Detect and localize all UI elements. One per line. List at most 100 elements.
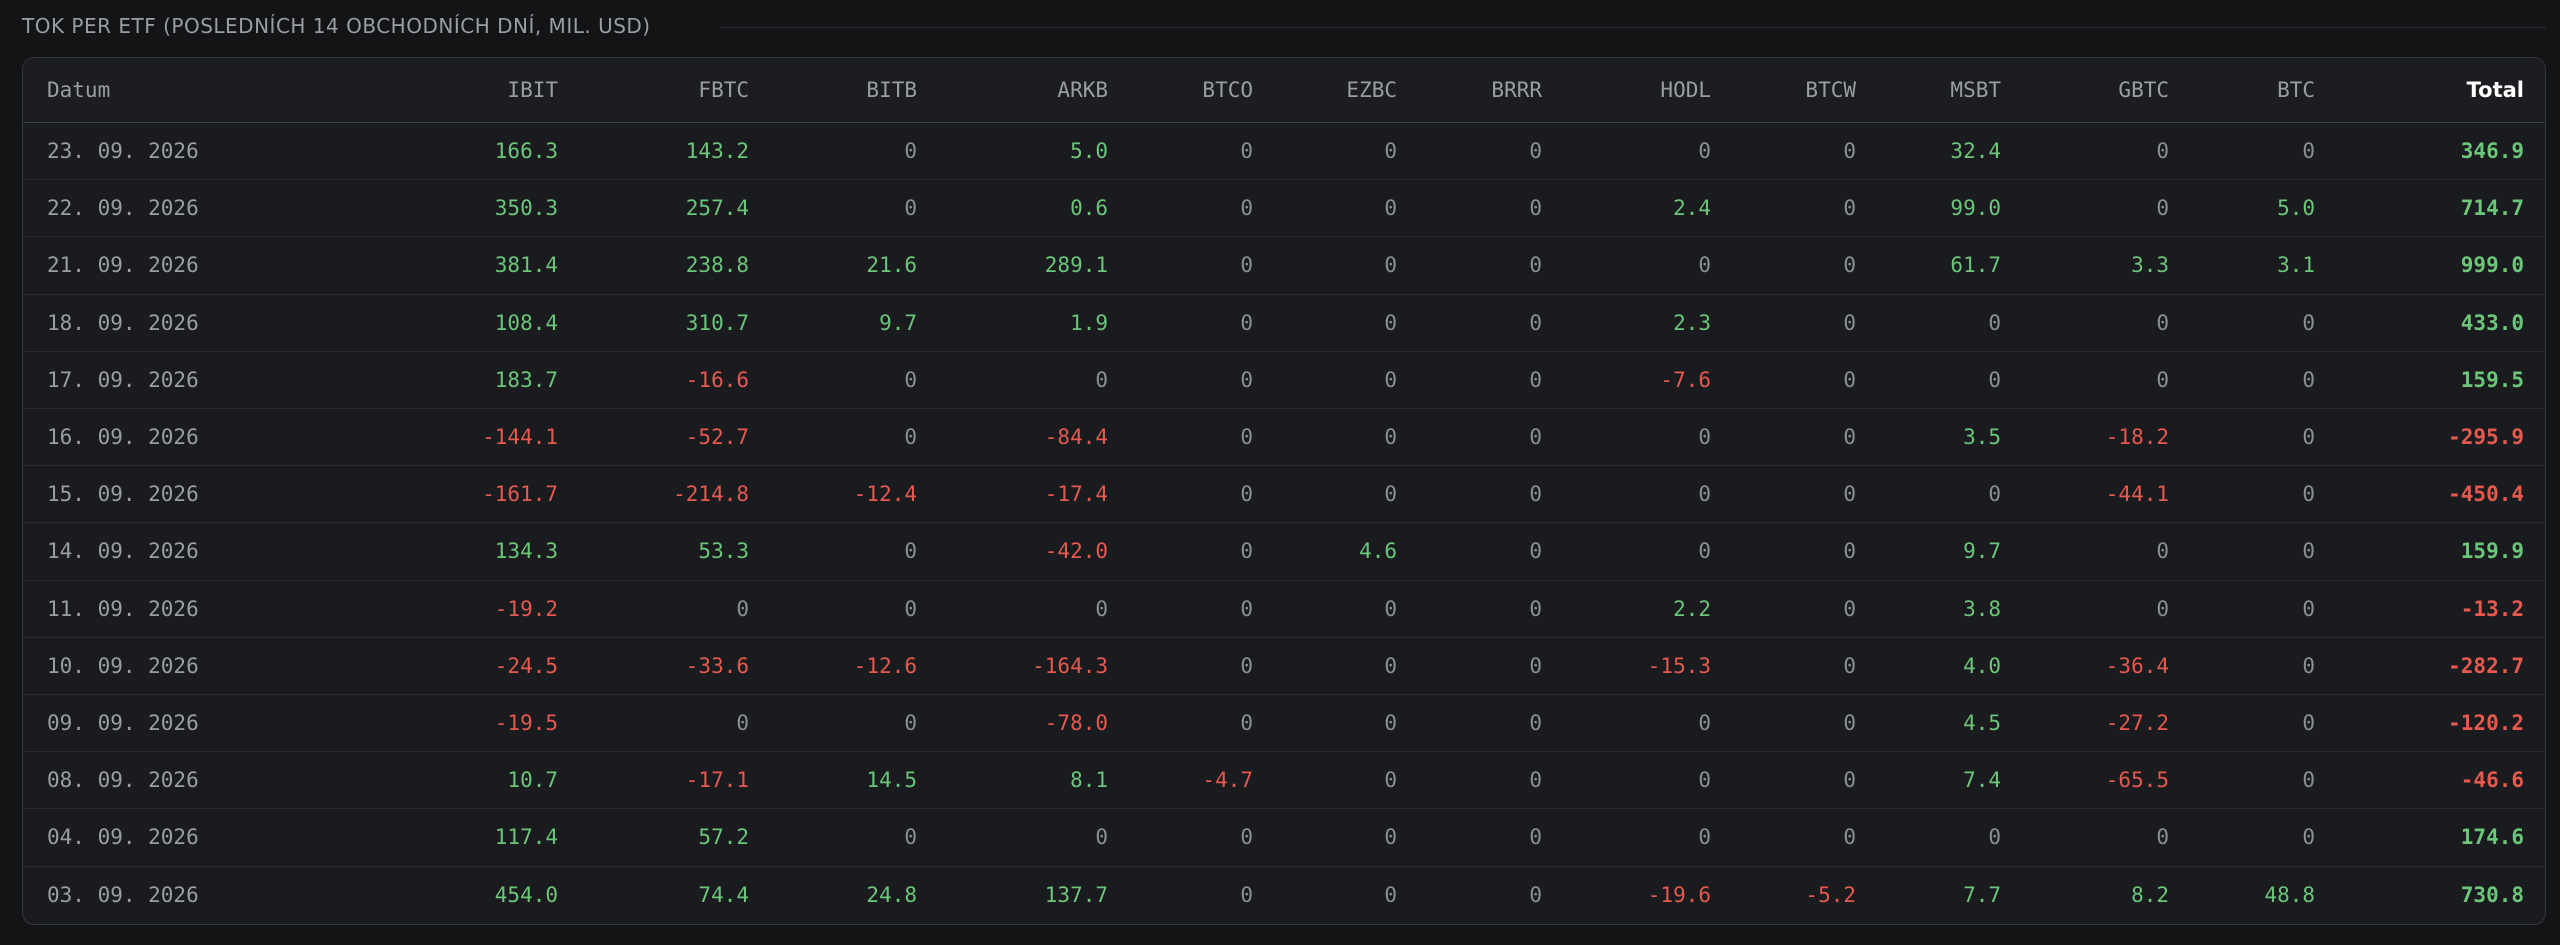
flow-cell: 0 (1988, 310, 2001, 335)
flow-cell: 0 (904, 825, 917, 850)
flow-cell: -13.2 (2460, 596, 2524, 621)
flow-cell: 8.2 (2131, 882, 2169, 907)
flow-cell: 0 (1843, 596, 1856, 621)
flow-cell: 0 (1698, 825, 1711, 850)
flow-cell: 0 (1384, 310, 1397, 335)
flow-cell: 0 (1240, 882, 1253, 907)
flow-cell: 117.4 (494, 825, 558, 850)
column-header: BTC (2277, 78, 2315, 102)
flow-cell: 0 (1240, 196, 1253, 221)
flow-cell: 0 (1529, 367, 1542, 392)
flow-cell: 0 (2156, 139, 2169, 163)
flow-cell: 0 (2302, 367, 2315, 392)
flow-cell: 0 (1529, 253, 1542, 278)
flow-cell: 0 (1384, 425, 1397, 449)
flow-cell: 0 (2156, 825, 2169, 850)
column-header: BITB (866, 78, 917, 102)
flow-cell: 137.7 (1044, 882, 1108, 907)
flow-cell: 0 (1384, 711, 1397, 735)
flow-cell: 0 (1843, 482, 1856, 507)
flow-cell: 0 (1384, 196, 1397, 221)
flow-cell: -5.2 (1805, 882, 1856, 907)
flow-cell: 9.7 (1963, 539, 2001, 564)
flow-cell: 0 (1240, 139, 1253, 163)
flow-cell: 238.8 (685, 253, 749, 278)
date-cell: 18. 09. 2026 (47, 310, 199, 335)
flow-cell: 0 (1843, 825, 1856, 850)
flow-cell: 0 (1240, 425, 1253, 449)
table-row: 17. 09. 2026 183.7 -16.6 0 0 0 0 0 -7.6 0 0 0 0 159.5 (23, 352, 2545, 409)
flow-cell: 0 (1384, 367, 1397, 392)
flow-cell: -65.5 (2105, 768, 2169, 793)
flow-cell: 350.3 (494, 196, 558, 221)
table-row: 03. 09. 2026 454.0 74.4 24.8 137.7 0 0 0 -19.6 -5… (23, 867, 2545, 923)
date-cell: 11. 09. 2026 (47, 596, 199, 621)
flow-cell: 0 (1988, 825, 2001, 850)
flow-cell: 433.0 (2460, 310, 2524, 335)
flow-cell: 9.7 (879, 310, 917, 335)
flow-cell: 0 (1384, 482, 1397, 507)
flow-cell: 53.3 (698, 539, 749, 564)
flow-cell: -161.7 (482, 482, 558, 507)
flow-cell: 0 (2302, 711, 2315, 735)
flow-cell: 0 (904, 196, 917, 221)
flow-cell: 257.4 (685, 196, 749, 221)
flow-cell: 0 (1698, 539, 1711, 564)
flow-cell: -19.5 (494, 711, 558, 735)
flow-cell: 2.4 (1673, 196, 1711, 221)
flow-cell: -17.4 (1044, 482, 1108, 507)
flow-cell: 0 (1095, 825, 1108, 850)
flow-cell: 183.7 (494, 367, 558, 392)
flow-cell: 134.3 (494, 539, 558, 564)
flow-cell: 0 (1843, 196, 1856, 221)
header-row: Datum IBIT FBTC BITB ARKB BTCO EZBC BRRR HODL BTC… (23, 58, 2545, 123)
flow-cell: 0 (736, 596, 749, 621)
flow-cell: 0 (904, 425, 917, 449)
flow-cell: 0 (1384, 825, 1397, 850)
flow-cell: 0 (1529, 882, 1542, 907)
flow-cell: 0 (2302, 825, 2315, 850)
flow-cell: 0 (1529, 596, 1542, 621)
flow-cell: -450.4 (2448, 482, 2524, 507)
column-header: Datum (47, 78, 111, 102)
flow-cell: 4.6 (1359, 539, 1397, 564)
date-cell: 23. 09. 2026 (47, 139, 199, 163)
flow-cell: 0 (2302, 768, 2315, 793)
flow-cell: 0 (1529, 139, 1542, 163)
flow-cell: 0 (2156, 310, 2169, 335)
flow-cell: 0 (904, 139, 917, 163)
date-cell: 03. 09. 2026 (47, 882, 199, 907)
table-row: 10. 09. 2026 -24.5 -33.6 -12.6 -164.3 0 0 0 -15.… (23, 638, 2545, 695)
flow-cell: 2.3 (1673, 310, 1711, 335)
column-header: IBIT (507, 78, 558, 102)
flow-cell: 0 (1843, 310, 1856, 335)
flow-cell: 7.7 (1963, 882, 2001, 907)
flow-cell: 0 (1698, 253, 1711, 278)
flow-cell: 0 (904, 539, 917, 564)
column-header: Total (2466, 78, 2524, 102)
table-row: 14. 09. 2026 134.3 53.3 0 -42.0 0 4.6 0 0 0 9.7 0 0 1… (23, 523, 2545, 581)
flow-cell: 0 (2302, 310, 2315, 335)
flow-cell: 10.7 (507, 768, 558, 793)
flow-cell: 0 (1240, 539, 1253, 564)
date-cell: 10. 09. 2026 (47, 653, 199, 678)
flow-cell: -78.0 (1044, 711, 1108, 735)
flow-cell: 159.5 (2460, 367, 2524, 392)
flow-cell: 0 (1698, 711, 1711, 735)
flow-cell: 0 (1988, 367, 2001, 392)
flow-cell: 61.7 (1950, 253, 2001, 278)
flow-cell: 108.4 (494, 310, 558, 335)
flow-cell: -4.7 (1202, 768, 1253, 793)
flow-cell: 14.5 (866, 768, 917, 793)
flow-cell: 0 (1843, 711, 1856, 735)
flow-cell: 730.8 (2460, 882, 2524, 907)
column-header: EZBC (1346, 78, 1397, 102)
flow-cell: 0 (1529, 653, 1542, 678)
flow-cell: 0 (904, 711, 917, 735)
flow-cell: 310.7 (685, 310, 749, 335)
flow-cell: -15.3 (1647, 653, 1711, 678)
flow-cell: 0 (1843, 253, 1856, 278)
flow-cell: 159.9 (2460, 539, 2524, 564)
flow-cell: 0 (2302, 139, 2315, 163)
